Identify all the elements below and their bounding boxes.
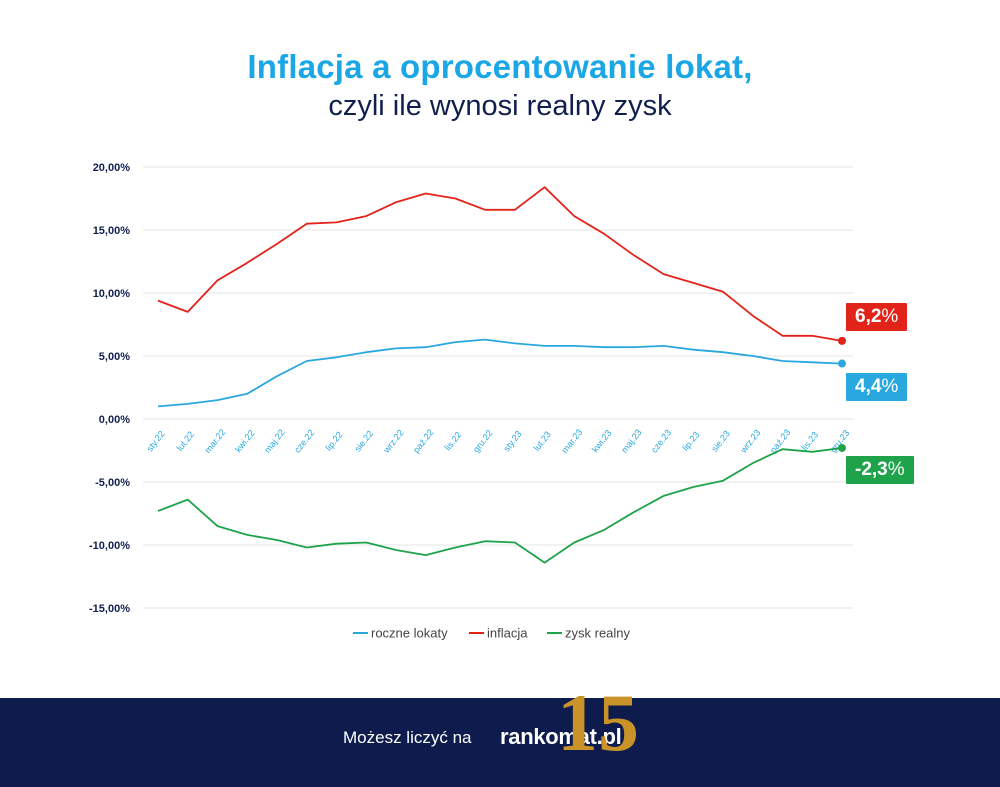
series-line-inflacja	[157, 186, 843, 342]
x-tick-label: lip.22	[324, 430, 345, 453]
x-tick-label: paź.22	[411, 427, 436, 454]
legend-label: zysk realny	[565, 626, 631, 641]
legend-label: roczne lokaty	[371, 626, 448, 641]
series-end-point	[838, 359, 846, 368]
x-tick-label: kwi.23	[590, 428, 614, 454]
inflacja-end-label: 6,2%	[846, 303, 908, 331]
chart-title: Inflacja a oprocentowanie lokat,	[247, 48, 753, 85]
x-tick-label: cze.23	[649, 428, 673, 455]
x-tick-label: cze.22	[292, 428, 316, 455]
line-chart: 20,00% 15,00% 10,00% 5,00% 0,00% -5,00% -10,00…	[89, 162, 853, 641]
lokaty-end-label: 4,4%	[846, 373, 908, 401]
x-tick-label: gru.22	[471, 428, 495, 454]
y-tick-label: 15,00%	[93, 225, 131, 237]
x-tick-label: sie.23	[709, 429, 732, 454]
footer-text: Możesz liczyć na	[343, 728, 472, 747]
anniversary-lat-text: LAT	[607, 689, 620, 696]
y-tick-label: 20,00%	[93, 162, 131, 174]
series-line-zysk-realny	[157, 447, 843, 564]
x-tick-label: lis.23	[799, 430, 820, 453]
x-tick-label: lis.22	[443, 430, 464, 453]
y-tick-label: 5,00%	[99, 351, 130, 363]
x-tick-label: lut.23	[532, 429, 553, 453]
y-tick-label: -10,00%	[89, 540, 130, 552]
series-end-point	[838, 336, 846, 345]
x-tick-label: mar.23	[560, 427, 585, 455]
x-tick-label: maj.23	[619, 427, 644, 454]
x-tick-label: lip.23	[680, 430, 701, 453]
x-tick-label: maj.22	[262, 427, 287, 454]
x-tick-label: kwi.22	[233, 428, 257, 454]
y-tick-label: -15,00%	[89, 603, 130, 615]
series-line-roczne-lokaty	[157, 338, 843, 408]
brand-logo[interactable]: rankomat.pl	[500, 724, 622, 749]
x-tick-label: sty.23	[501, 429, 523, 454]
legend-label: inflacja	[487, 626, 528, 641]
y-tick-label: 10,00%	[93, 288, 131, 300]
y-tick-label: -5,00%	[95, 477, 130, 489]
x-tick-label: wrz.23	[738, 428, 763, 456]
anniversary-number: 15	[557, 677, 639, 768]
x-tick-label: wrz.22	[381, 428, 406, 456]
x-tick-label: sie.22	[352, 429, 375, 454]
x-tick-label: lut.22	[175, 429, 196, 453]
series-end-point	[838, 443, 846, 452]
anniversary-badge: 15 LAT	[557, 677, 639, 768]
footer-bar: Możesz liczyć na rankomat.pl	[0, 698, 1000, 787]
y-tick-label: 0,00%	[99, 414, 130, 426]
chart-subtitle: czyli ile wynosi realny zysk	[328, 90, 672, 122]
x-tick-label: sty.22	[145, 429, 167, 454]
x-tick-label: mar.22	[203, 427, 228, 455]
zysk-end-label: -2,3%	[846, 456, 914, 484]
